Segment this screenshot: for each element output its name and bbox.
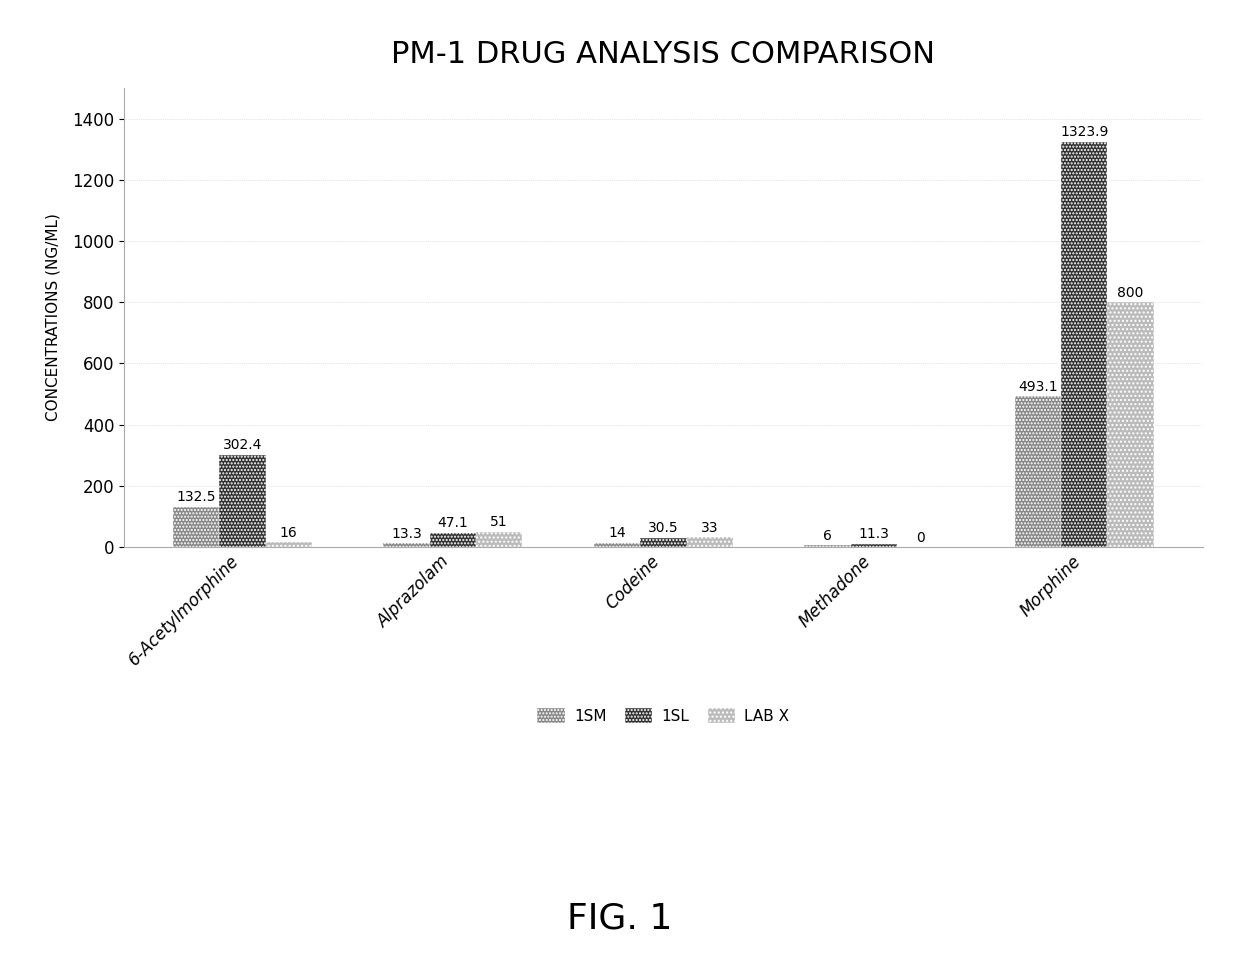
Bar [1014,396,1061,547]
Bar [640,537,687,547]
Text: 0: 0 [916,531,925,544]
Text: 1323.9: 1323.9 [1060,125,1109,140]
Text: 302.4: 302.4 [223,438,262,452]
Text: 33: 33 [701,521,718,534]
Text: 51: 51 [491,515,508,530]
Legend: 1SM, 1SL, LAB X: 1SM, 1SL, LAB X [531,701,796,730]
Bar [476,531,522,547]
Bar [383,543,430,547]
Text: 800: 800 [1117,285,1143,300]
Title: PM-1 DRUG ANALYSIS COMPARISON: PM-1 DRUG ANALYSIS COMPARISON [392,40,935,69]
Text: 132.5: 132.5 [176,490,216,504]
Bar [219,454,265,547]
Bar [594,543,640,547]
Text: 47.1: 47.1 [438,516,469,531]
Bar [805,545,851,547]
Text: 11.3: 11.3 [858,528,889,541]
Bar [174,506,219,547]
Bar [851,543,897,547]
Text: 493.1: 493.1 [1018,380,1058,394]
Text: FIG. 1: FIG. 1 [568,901,672,935]
Bar [265,542,312,547]
Y-axis label: CONCENTRATIONS (NG/ML): CONCENTRATIONS (NG/ML) [46,214,61,421]
Text: 14: 14 [609,527,626,540]
Bar [1107,302,1153,547]
Text: 13.3: 13.3 [392,527,422,540]
Bar [1061,142,1107,547]
Bar [687,537,733,547]
Text: 6: 6 [823,529,832,543]
Text: 16: 16 [280,526,298,539]
Bar [430,532,476,547]
Text: 30.5: 30.5 [649,522,678,535]
